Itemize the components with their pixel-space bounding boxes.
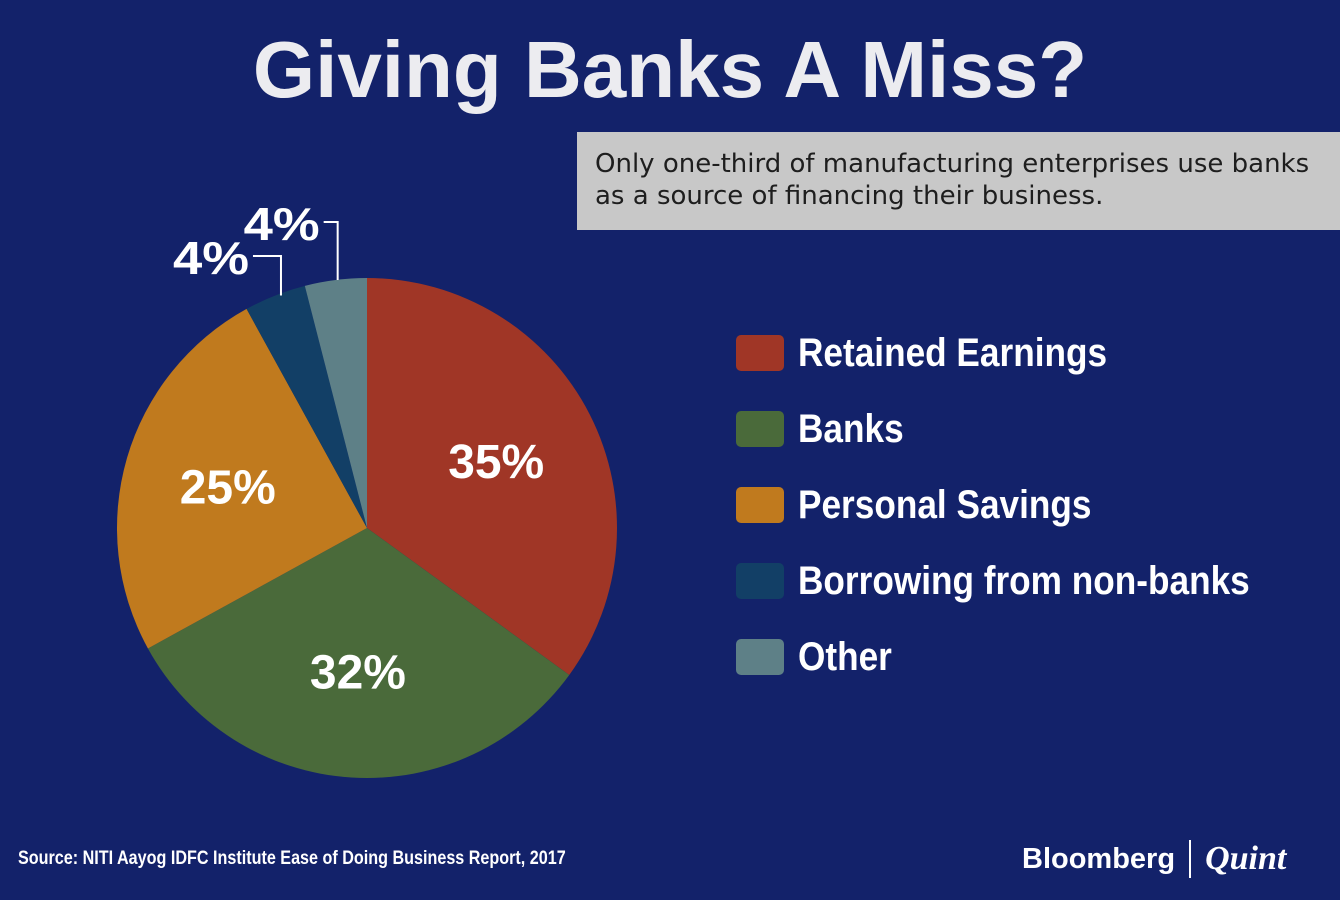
legend-label: Other: [798, 634, 892, 679]
legend-label: Banks: [798, 406, 904, 451]
source-note: Source: NITI Aayog IDFC Institute Ease o…: [18, 848, 566, 869]
legend-item-personal-savings: Personal Savings: [736, 480, 1311, 530]
brand-logo: Bloomberg Quint: [1022, 836, 1286, 882]
pie-slice-borrowing-from-non-banks: [246, 285, 367, 528]
legend-label: Borrowing from non-banks: [798, 558, 1250, 603]
legend-item-borrowing-from-non-banks: Borrowing from non-banks: [736, 556, 1311, 606]
pie-slice-personal-savings: [116, 308, 367, 649]
data-label-banks: 32%: [310, 647, 406, 700]
legend-swatch: [736, 411, 784, 447]
legend-item-other: Other: [736, 632, 1311, 682]
legend: Retained Earnings Banks Personal Savings…: [736, 328, 1311, 708]
data-label-other: 4%: [244, 198, 320, 250]
legend-label: Personal Savings: [798, 482, 1092, 527]
brand-name: Bloomberg: [1022, 842, 1176, 875]
legend-swatch: [736, 335, 784, 371]
legend-swatch: [736, 563, 784, 599]
chart-title: Giving Banks A Miss?: [252, 25, 1088, 114]
brand-divider: [1189, 840, 1192, 878]
pie-slice-retained-earnings: [367, 278, 617, 675]
leader-line-other: [323, 221, 339, 280]
brand-suffix: Quint: [1205, 840, 1287, 877]
legend-swatch: [736, 639, 784, 675]
annotation-box: Only one-third of manufacturing enterpri…: [577, 132, 1340, 230]
annotation-text: Only one-third of manufacturing enterpri…: [595, 149, 1310, 211]
data-label-borrowing-from-non-banks: 4%: [173, 232, 249, 284]
legend-swatch: [736, 487, 784, 523]
legend-label: Retained Earnings: [798, 330, 1108, 375]
pie-slice-banks: [147, 528, 570, 778]
leader-line-borrowing-from-non-banks: [252, 255, 282, 296]
pie-slice-other: [304, 278, 367, 528]
data-label-personal-savings: 25%: [180, 462, 276, 515]
data-label-retained-earnings: 35%: [448, 436, 544, 489]
legend-item-banks: Banks: [736, 404, 1311, 454]
legend-item-retained-earnings: Retained Earnings: [736, 328, 1311, 378]
